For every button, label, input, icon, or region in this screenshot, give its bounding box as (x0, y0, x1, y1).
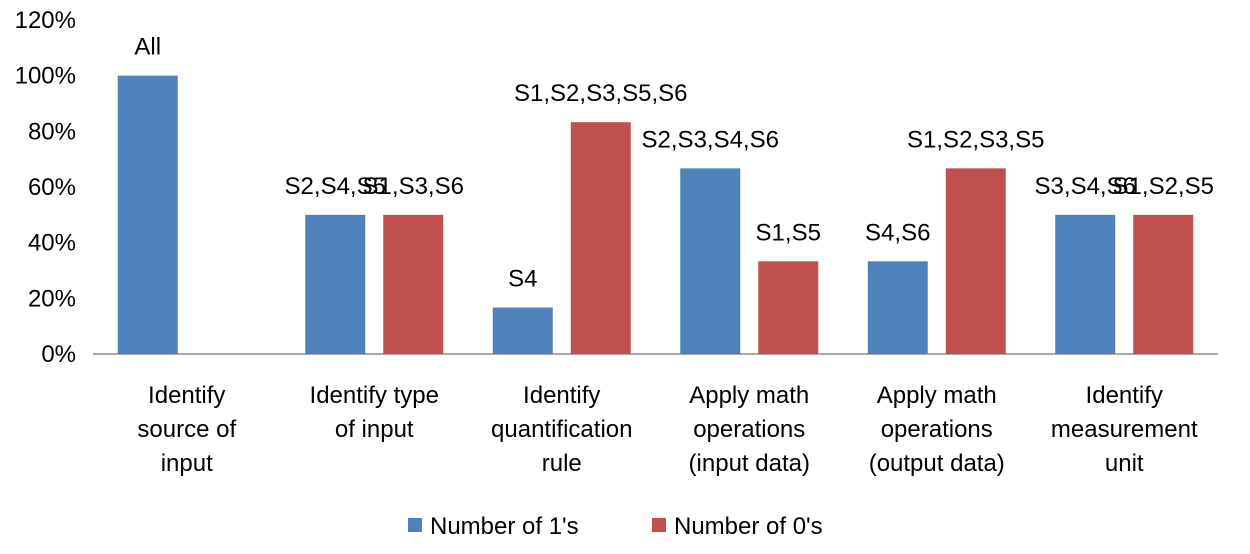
x-category-label-line: Apply math (877, 382, 997, 409)
bar-data-label: S4,S6 (865, 219, 930, 246)
x-category-label-line: Apply math (689, 382, 809, 409)
bar (492, 307, 553, 354)
x-category-label: Identify type of input (310, 382, 439, 443)
x-category-label-line: of input (335, 416, 414, 443)
legend-label: Number of 0's (674, 513, 823, 540)
x-category-label-line: quantification (491, 416, 632, 443)
x-category-label-line: source of (137, 416, 236, 443)
bar-data-label: S1,S5 (756, 219, 821, 246)
x-category-label-line: rule (542, 450, 582, 477)
bar-data-label: S1,S3,S6 (363, 173, 464, 200)
x-category-label: Apply math operations (input data) (689, 382, 810, 477)
bar-data-label: S1,S2,S3,S5 (907, 126, 1044, 153)
bar-data-label: S1,S2,S3,S5,S6 (514, 80, 687, 107)
bar-data-label: All (134, 34, 161, 61)
bar (1133, 214, 1194, 354)
x-category-label-line: operations (881, 416, 993, 443)
chart-axes: 0% 20% 40% 60% 80% 100% 120% Identify source of i… (15, 7, 1218, 477)
y-tick-label: 0% (41, 341, 76, 368)
legend-swatch (652, 518, 666, 532)
y-tick-label: 60% (28, 174, 76, 201)
x-category-label-line: (output data) (869, 450, 1005, 477)
legend-label: Number of 1's (430, 513, 579, 540)
x-category-label-line: operations (693, 416, 805, 443)
x-category-label-line: Identify (148, 382, 225, 409)
bar-data-label: S2,S4,S5 (285, 173, 386, 200)
y-tick-label: 40% (28, 230, 76, 257)
x-category-label-line: Identify type (310, 382, 439, 409)
bar (1055, 214, 1116, 354)
bar (570, 122, 631, 354)
legend-swatch (408, 518, 422, 532)
x-category-label-line: measurement (1051, 416, 1198, 443)
x-category-label-line: Identify (523, 382, 600, 409)
bar (305, 214, 366, 354)
x-category-label-line: unit (1105, 450, 1144, 477)
y-tick-label: 20% (28, 285, 76, 312)
x-category-label: Identify quantification rule (491, 382, 632, 477)
bar (867, 261, 928, 354)
bar-data-label: S3,S4,S6 (1035, 173, 1136, 200)
bar-data-label: S1,S2,S5 (1113, 173, 1214, 200)
y-tick-label: 80% (28, 118, 76, 145)
x-category-label: Identify measurement unit (1051, 382, 1198, 477)
chart-legend: Number of 1's Number of 0's (408, 513, 823, 540)
bar-data-label: S2,S3,S4,S6 (642, 126, 779, 153)
bar (383, 214, 444, 354)
bar (758, 261, 819, 354)
chart-bars (117, 75, 1194, 355)
y-tick-label: 120% (15, 7, 76, 34)
x-category-label-line: Identify (1086, 382, 1163, 409)
bar (117, 75, 178, 355)
y-tick-label: 100% (15, 63, 76, 90)
x-category-label-line: input (161, 450, 213, 477)
chart-data-labels: AllS2,S4,S5S4S2,S3,S4,S6S4,S6S3,S4,S6S1,… (134, 34, 1214, 293)
bar (945, 168, 1006, 354)
x-category-label: Identify source of input (137, 382, 236, 477)
x-category-label-line: (input data) (689, 450, 810, 477)
bar-data-label: S4 (508, 266, 537, 293)
bar (680, 168, 741, 354)
x-category-label: Apply math operations (output data) (869, 382, 1005, 477)
